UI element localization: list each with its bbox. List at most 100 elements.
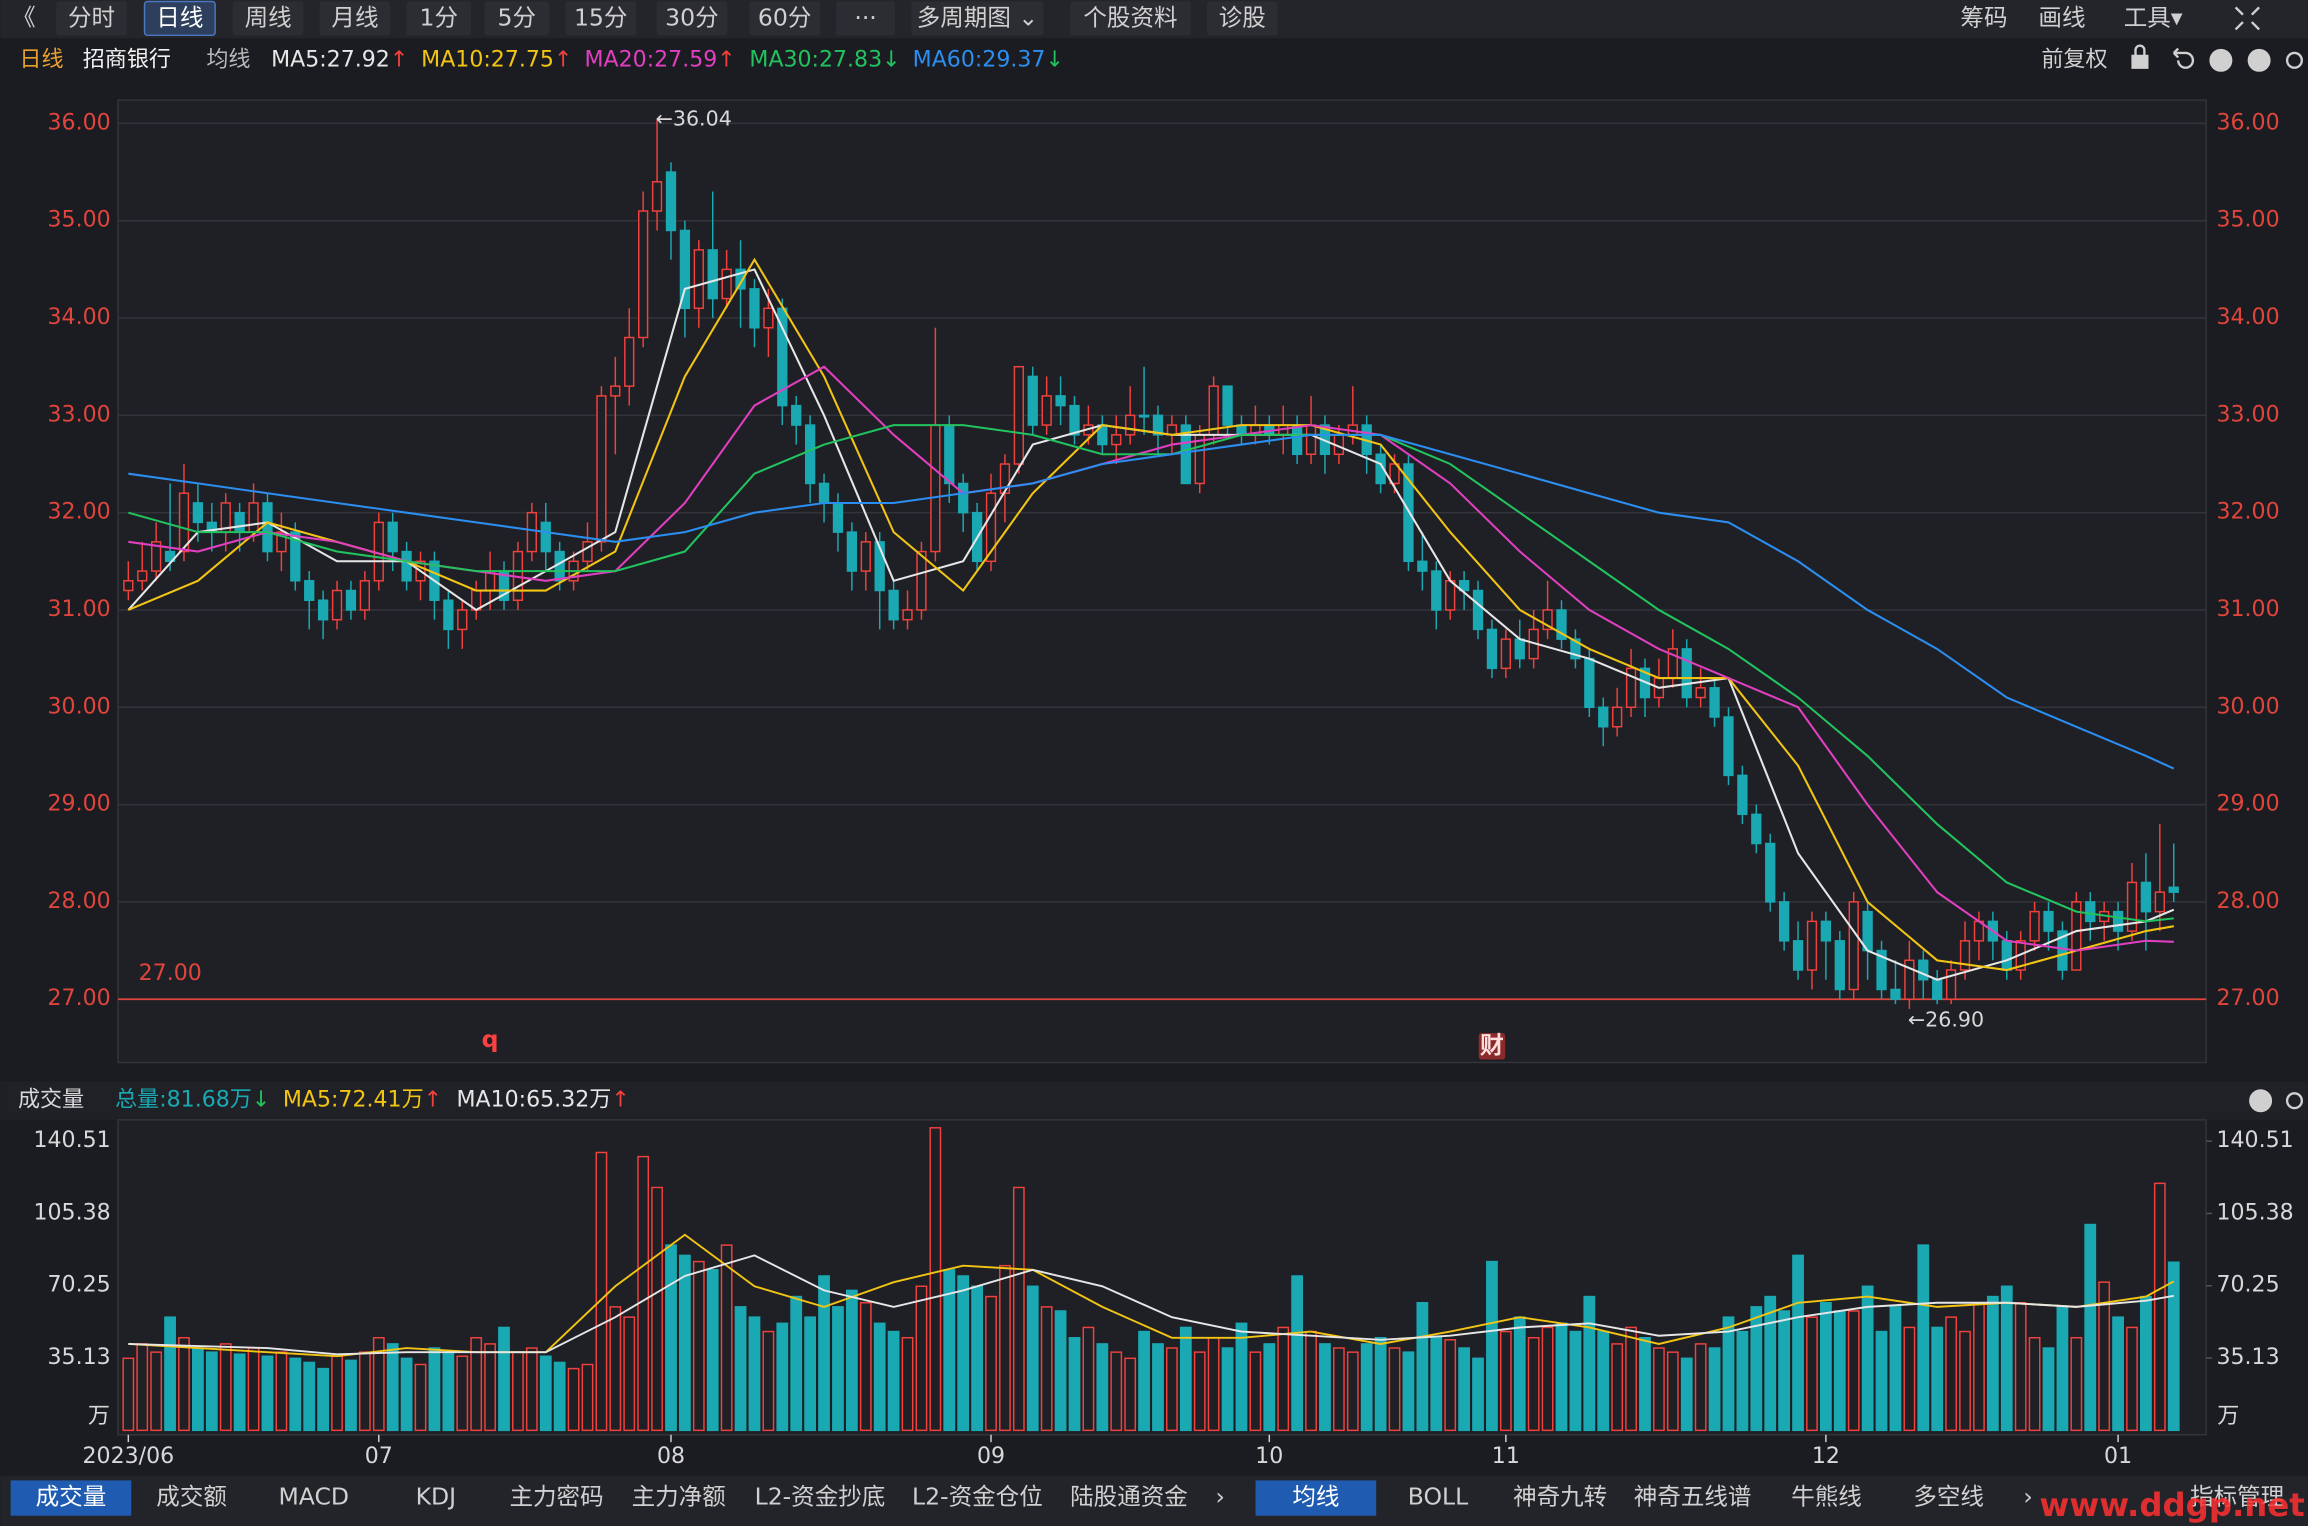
overlay-tab[interactable]: › [2023, 1483, 2032, 1511]
volume-bar [1555, 1322, 1568, 1432]
x-tick-label: 12 [1812, 1444, 1840, 1469]
volume-bar [303, 1361, 316, 1432]
candle-body [1751, 813, 1762, 845]
toolbar-button[interactable]: 《 [12, 4, 36, 32]
volume-bar [1917, 1244, 1930, 1432]
candle-body [1820, 920, 1832, 942]
candle-body [1695, 687, 1706, 699]
indicator-tab[interactable]: L2-资金抄底 [755, 1483, 886, 1511]
candle-body [944, 424, 955, 485]
toolbar-button[interactable]: 1分 [420, 4, 459, 32]
candle-body [1959, 940, 1971, 971]
toolbar-button[interactable]: 5分 [498, 4, 537, 32]
adjust-button[interactable]: 前复权 [2041, 47, 2107, 72]
y-tick-label: 32.00 [47, 500, 110, 525]
toolbar-button[interactable]: 日线 [156, 4, 203, 32]
candle-body [804, 424, 816, 485]
ma-legend: MA10:27.75↑ [421, 47, 572, 72]
indicator-tab[interactable]: L2-资金仓位 [912, 1483, 1043, 1511]
volume-bar [832, 1306, 844, 1432]
volume-bar [2056, 1306, 2069, 1432]
volume-bar [1193, 1351, 1206, 1432]
overlay-tab[interactable]: 多空线 [1913, 1483, 1984, 1511]
indicator-tab[interactable]: › [1216, 1483, 1225, 1511]
candle-body [164, 550, 176, 563]
volume-bar [971, 1285, 983, 1432]
volume-bar [2000, 1285, 2013, 1432]
toolbar-button[interactable]: 筹码 [1960, 4, 2007, 32]
x-tick-label: 09 [977, 1444, 1005, 1469]
toolbar-button[interactable]: ··· [854, 4, 876, 32]
overlay-tab[interactable]: 指标管理 [2190, 1483, 2284, 1511]
volume-bar [1360, 1343, 1373, 1432]
x-tick-label: 07 [365, 1444, 393, 1469]
volume-bar [414, 1363, 427, 1432]
volume-bar [205, 1351, 218, 1432]
toolbar-button[interactable]: 画线 [2038, 4, 2085, 32]
event-marker[interactable]: q [482, 1025, 499, 1053]
volume-bar [1472, 1357, 1484, 1432]
ma-legend: MA20:27.59↑ [585, 47, 736, 72]
candle-body [248, 502, 259, 533]
toolbar-button[interactable]: 月线 [331, 4, 378, 32]
event-marker[interactable]: 财 [1480, 1031, 1504, 1059]
toolbar-button[interactable]: 个股资料 [1083, 4, 1177, 32]
candle-body [2001, 940, 2012, 971]
x-tick-label: 08 [657, 1444, 685, 1469]
volume-bar [873, 1322, 886, 1432]
toolbar-button[interactable]: 诊股 [1219, 4, 1266, 32]
candle-body [123, 580, 134, 592]
indicator-tab[interactable]: MACD [278, 1483, 349, 1511]
indicator-tab[interactable]: 主力净额 [632, 1483, 726, 1511]
volume-bar [2098, 1281, 2111, 1432]
candle-body [1486, 628, 1498, 670]
y-tick-label: 36.00 [47, 110, 110, 135]
y-tick-label-right: 27.00 [2216, 986, 2279, 1011]
toolbar-button[interactable]: 工具▾ [2124, 4, 2183, 32]
volume-bar [790, 1295, 803, 1432]
candle-body [930, 424, 941, 553]
candle-body [1152, 414, 1164, 436]
overlay-tab[interactable]: BOLL [1408, 1483, 1468, 1511]
volume-bar [2070, 1336, 2083, 1432]
overlay-tab[interactable]: 牛熊线 [1791, 1483, 1862, 1511]
candle-body [2043, 910, 2054, 932]
volume-bar [845, 1289, 858, 1432]
toolbar-button[interactable]: 多周期图 ⌄ [917, 4, 1038, 32]
toolbar-button-bg [911, 1, 1044, 36]
toolbar-button[interactable]: 30分 [665, 4, 718, 32]
overlay-tab[interactable]: 神奇五线谱 [1634, 1483, 1752, 1511]
volume-bar [1499, 1330, 1512, 1432]
toolbar-button[interactable]: 15分 [574, 4, 627, 32]
volume-bar [1750, 1306, 1763, 1432]
indicator-tab[interactable]: 成交额 [156, 1483, 227, 1511]
overlay-tab[interactable]: 均线 [1292, 1483, 1339, 1511]
volume-header-bg [0, 1081, 2308, 1120]
indicator-tab[interactable]: 主力密码 [509, 1483, 603, 1511]
volume-bar [985, 1295, 997, 1432]
overlay-tab[interactable]: 神奇九转 [1513, 1483, 1607, 1511]
volume-bar [247, 1347, 260, 1432]
ma-legend-label: MA5:27.92 [271, 47, 390, 72]
volume-bar [512, 1351, 524, 1432]
volume-bar [1012, 1186, 1025, 1432]
volume-bar [1332, 1347, 1345, 1432]
volume-bar [1235, 1322, 1248, 1432]
indicator-tab[interactable]: 成交量 [36, 1483, 107, 1511]
toolbar-button[interactable]: 周线 [245, 4, 292, 32]
candle-body [651, 181, 663, 212]
ma-legend-label: MA10:27.75 [421, 47, 554, 72]
toolbar-button[interactable]: 60分 [758, 4, 811, 32]
volume-legend: 总量:81.68万↓ [115, 1088, 270, 1113]
volume-bar [1096, 1343, 1109, 1432]
toolbar-button[interactable]: 分时 [68, 4, 115, 32]
indicator-tab[interactable]: 陆股通资金 [1070, 1483, 1188, 1511]
ma-legend-label: MA30:27.83 [749, 47, 882, 72]
volume-bar [1082, 1326, 1095, 1432]
y-tick-label: 140.51 [33, 1128, 110, 1153]
volume-bar [1653, 1347, 1665, 1432]
indicator-tab[interactable]: KDJ [416, 1483, 457, 1511]
volume-bar [1569, 1330, 1582, 1432]
y-tick-label-right: 36.00 [2216, 110, 2279, 135]
